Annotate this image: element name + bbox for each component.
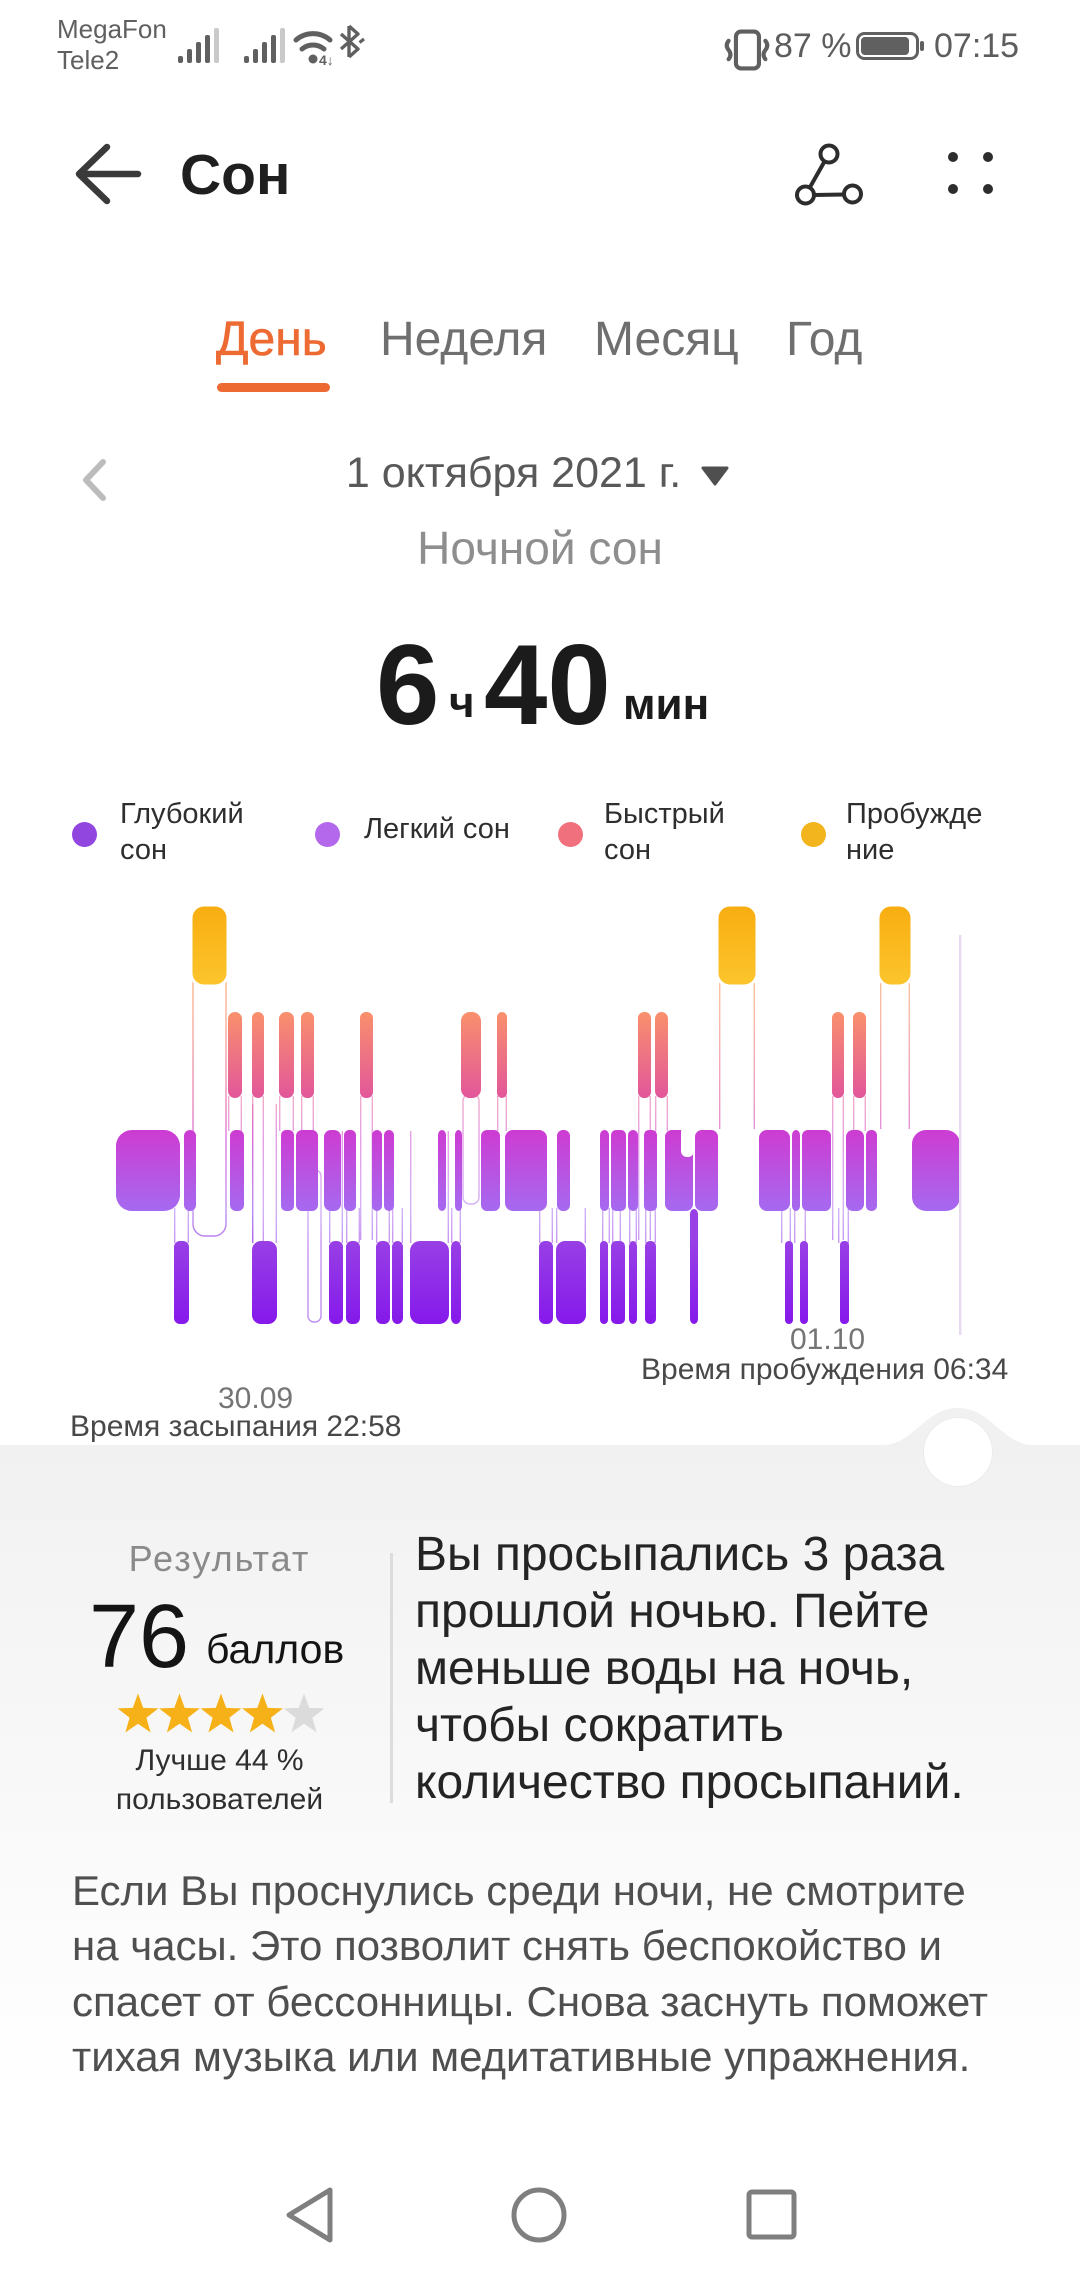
svg-text:4↓: 4↓ — [319, 52, 334, 66]
